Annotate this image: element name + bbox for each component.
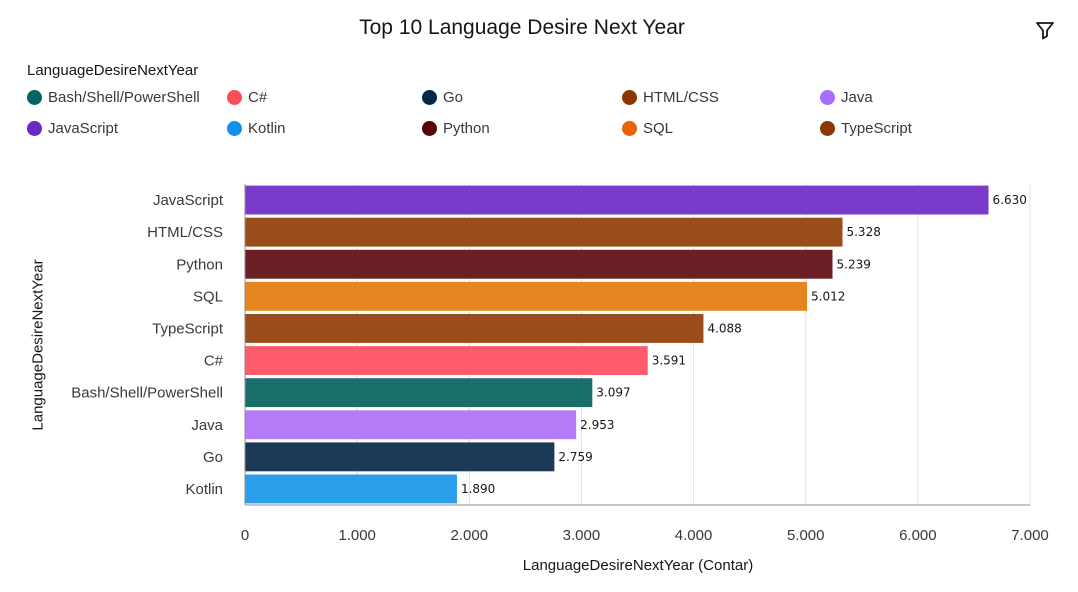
category-label: TypeScript: [152, 320, 224, 337]
legend-label: C#: [248, 88, 268, 106]
x-tick-label: 4.000: [675, 527, 713, 544]
bar[interactable]: [245, 217, 843, 247]
bar[interactable]: [245, 281, 808, 311]
value-label: 2.953: [580, 418, 614, 432]
legend-label: Bash/Shell/PowerShell: [48, 88, 200, 106]
category-label: Go: [203, 449, 223, 466]
legend-item[interactable]: Bash/Shell/PowerShell: [27, 86, 200, 108]
bar[interactable]: [245, 442, 555, 472]
legend-swatch: [622, 89, 637, 105]
value-label: 6.630: [993, 193, 1027, 207]
legend-label: HTML/CSS: [643, 88, 719, 106]
legend-swatch: [622, 120, 637, 136]
x-tick-label: 3.000: [563, 527, 601, 544]
category-label: SQL: [193, 288, 223, 305]
x-axis-title: LanguageDesireNextYear (Contar): [522, 557, 754, 574]
x-tick-label: 0: [241, 527, 249, 544]
legend-title: LanguageDesireNextYear: [27, 62, 199, 79]
legend-item[interactable]: Java: [820, 86, 873, 108]
legend-label: JavaScript: [48, 119, 119, 137]
legend-item[interactable]: Python: [422, 117, 490, 139]
bar[interactable]: [245, 185, 989, 215]
bar[interactable]: [245, 314, 704, 343]
legend-item[interactable]: Go: [422, 86, 463, 108]
bar[interactable]: [245, 346, 648, 375]
chart-title: Top 10 Language Desire Next Year: [359, 16, 685, 39]
category-label: Java: [191, 417, 223, 434]
x-tick-label: 1.000: [338, 527, 376, 544]
legend-item[interactable]: C#: [227, 86, 267, 108]
x-tick-label: 7.000: [1011, 527, 1049, 544]
legend-swatch: [422, 89, 437, 105]
legend-swatch: [820, 120, 835, 136]
category-label: Bash/Shell/PowerShell: [71, 385, 223, 402]
value-label: 3.097: [596, 386, 630, 400]
legend-swatch: [227, 89, 242, 105]
legend-label: Go: [443, 88, 464, 106]
legend: Bash/Shell/PowerShell C# Go HTML/CSS Java Jav…: [27, 86, 1027, 146]
filter-icon: [1036, 22, 1054, 40]
value-label: 4.088: [707, 321, 741, 335]
category-label: Kotlin: [185, 481, 223, 498]
legend-item[interactable]: HTML/CSS: [622, 86, 719, 108]
filter-button[interactable]: [1034, 19, 1056, 41]
legend-label: Kotlin: [248, 119, 286, 137]
bar[interactable]: [245, 249, 833, 279]
legend-label: SQL: [643, 119, 674, 137]
value-label: 1.890: [461, 482, 495, 496]
category-label: HTML/CSS: [147, 224, 223, 241]
legend-swatch: [27, 120, 42, 136]
value-label: 3.591: [652, 354, 686, 368]
legend-item[interactable]: Kotlin: [227, 117, 286, 139]
bar[interactable]: [245, 410, 577, 440]
legend-item[interactable]: JavaScript: [27, 117, 118, 139]
value-label: 5.328: [846, 225, 880, 239]
x-tick-label: 2.000: [451, 527, 489, 544]
legend-swatch: [27, 89, 42, 105]
value-label: 5.239: [837, 257, 871, 271]
value-label: 2.759: [558, 450, 592, 464]
legend-item[interactable]: SQL: [622, 117, 673, 139]
legend-swatch: [422, 120, 437, 136]
value-label: 5.012: [811, 289, 845, 303]
legend-swatch: [227, 120, 242, 136]
bar[interactable]: [245, 474, 457, 504]
x-tick-label: 5.000: [787, 527, 825, 544]
x-tick-label: 6.000: [899, 527, 937, 544]
bar[interactable]: [245, 378, 593, 408]
category-label: Python: [176, 256, 223, 273]
legend-swatch: [820, 89, 835, 105]
category-label: JavaScript: [153, 192, 224, 209]
legend-label: TypeScript: [841, 119, 912, 137]
category-label: C#: [204, 353, 224, 370]
legend-label: Java: [841, 88, 873, 106]
legend-item[interactable]: TypeScript: [820, 117, 912, 139]
legend-label: Python: [443, 119, 490, 137]
